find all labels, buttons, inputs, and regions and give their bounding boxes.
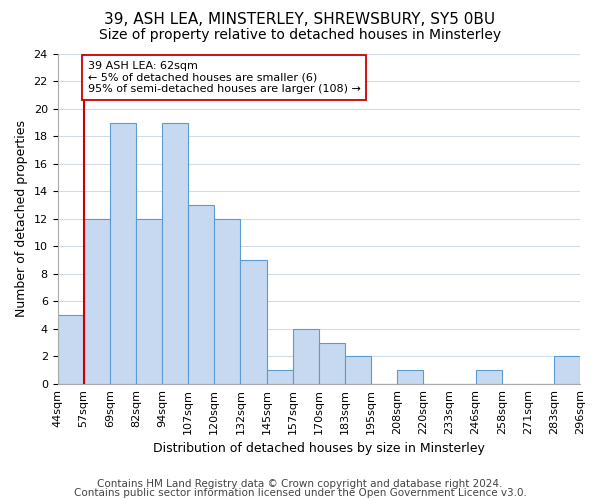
Bar [188, 205, 214, 384]
Bar [110, 122, 136, 384]
Bar [162, 122, 188, 384]
Bar [241, 260, 266, 384]
X-axis label: Distribution of detached houses by size in Minsterley: Distribution of detached houses by size … [153, 442, 485, 455]
Bar [214, 219, 241, 384]
Text: Contains public sector information licensed under the Open Government Licence v3: Contains public sector information licen… [74, 488, 526, 498]
Bar [83, 219, 110, 384]
Bar [345, 356, 371, 384]
Bar [554, 356, 580, 384]
Y-axis label: Number of detached properties: Number of detached properties [15, 120, 28, 318]
Bar [397, 370, 423, 384]
Bar [476, 370, 502, 384]
Bar [266, 370, 293, 384]
Bar [58, 315, 83, 384]
Text: 39 ASH LEA: 62sqm
← 5% of detached houses are smaller (6)
95% of semi-detached h: 39 ASH LEA: 62sqm ← 5% of detached house… [88, 61, 361, 94]
Text: 39, ASH LEA, MINSTERLEY, SHREWSBURY, SY5 0BU: 39, ASH LEA, MINSTERLEY, SHREWSBURY, SY5… [104, 12, 496, 28]
Bar [319, 342, 345, 384]
Bar [293, 329, 319, 384]
Text: Size of property relative to detached houses in Minsterley: Size of property relative to detached ho… [99, 28, 501, 42]
Bar [136, 219, 162, 384]
Text: Contains HM Land Registry data © Crown copyright and database right 2024.: Contains HM Land Registry data © Crown c… [97, 479, 503, 489]
